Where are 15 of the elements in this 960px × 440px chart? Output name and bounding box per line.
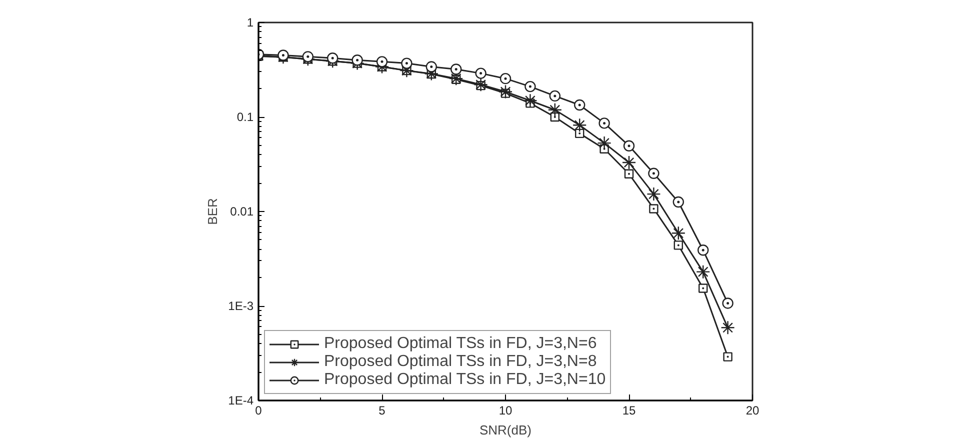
- x-tick-label: 10: [498, 404, 512, 418]
- y-tick-label: 1E-3: [228, 299, 254, 313]
- legend-label: Proposed Optimal TSs in FD, J=3,N=8: [324, 353, 597, 371]
- y-tick-label: 0.01: [230, 204, 254, 218]
- legend-label: Proposed Optimal TSs in FD, J=3,N=6: [324, 335, 597, 353]
- y-tick-label: 0.1: [236, 110, 254, 124]
- x-tick-label: 0: [255, 404, 262, 418]
- y-tick-label: 1: [246, 16, 254, 30]
- y-axis-title: BER: [205, 198, 220, 225]
- x-tick-label: 20: [746, 404, 760, 418]
- y-tick-label: 1E-4: [228, 394, 254, 408]
- x-tick-label: 5: [378, 404, 386, 418]
- legend-label: Proposed Optimal TSs in FD, J=3,N=10: [324, 371, 606, 389]
- x-tick-label: 15: [622, 404, 636, 418]
- x-axis-title: SNR(dB): [479, 422, 532, 438]
